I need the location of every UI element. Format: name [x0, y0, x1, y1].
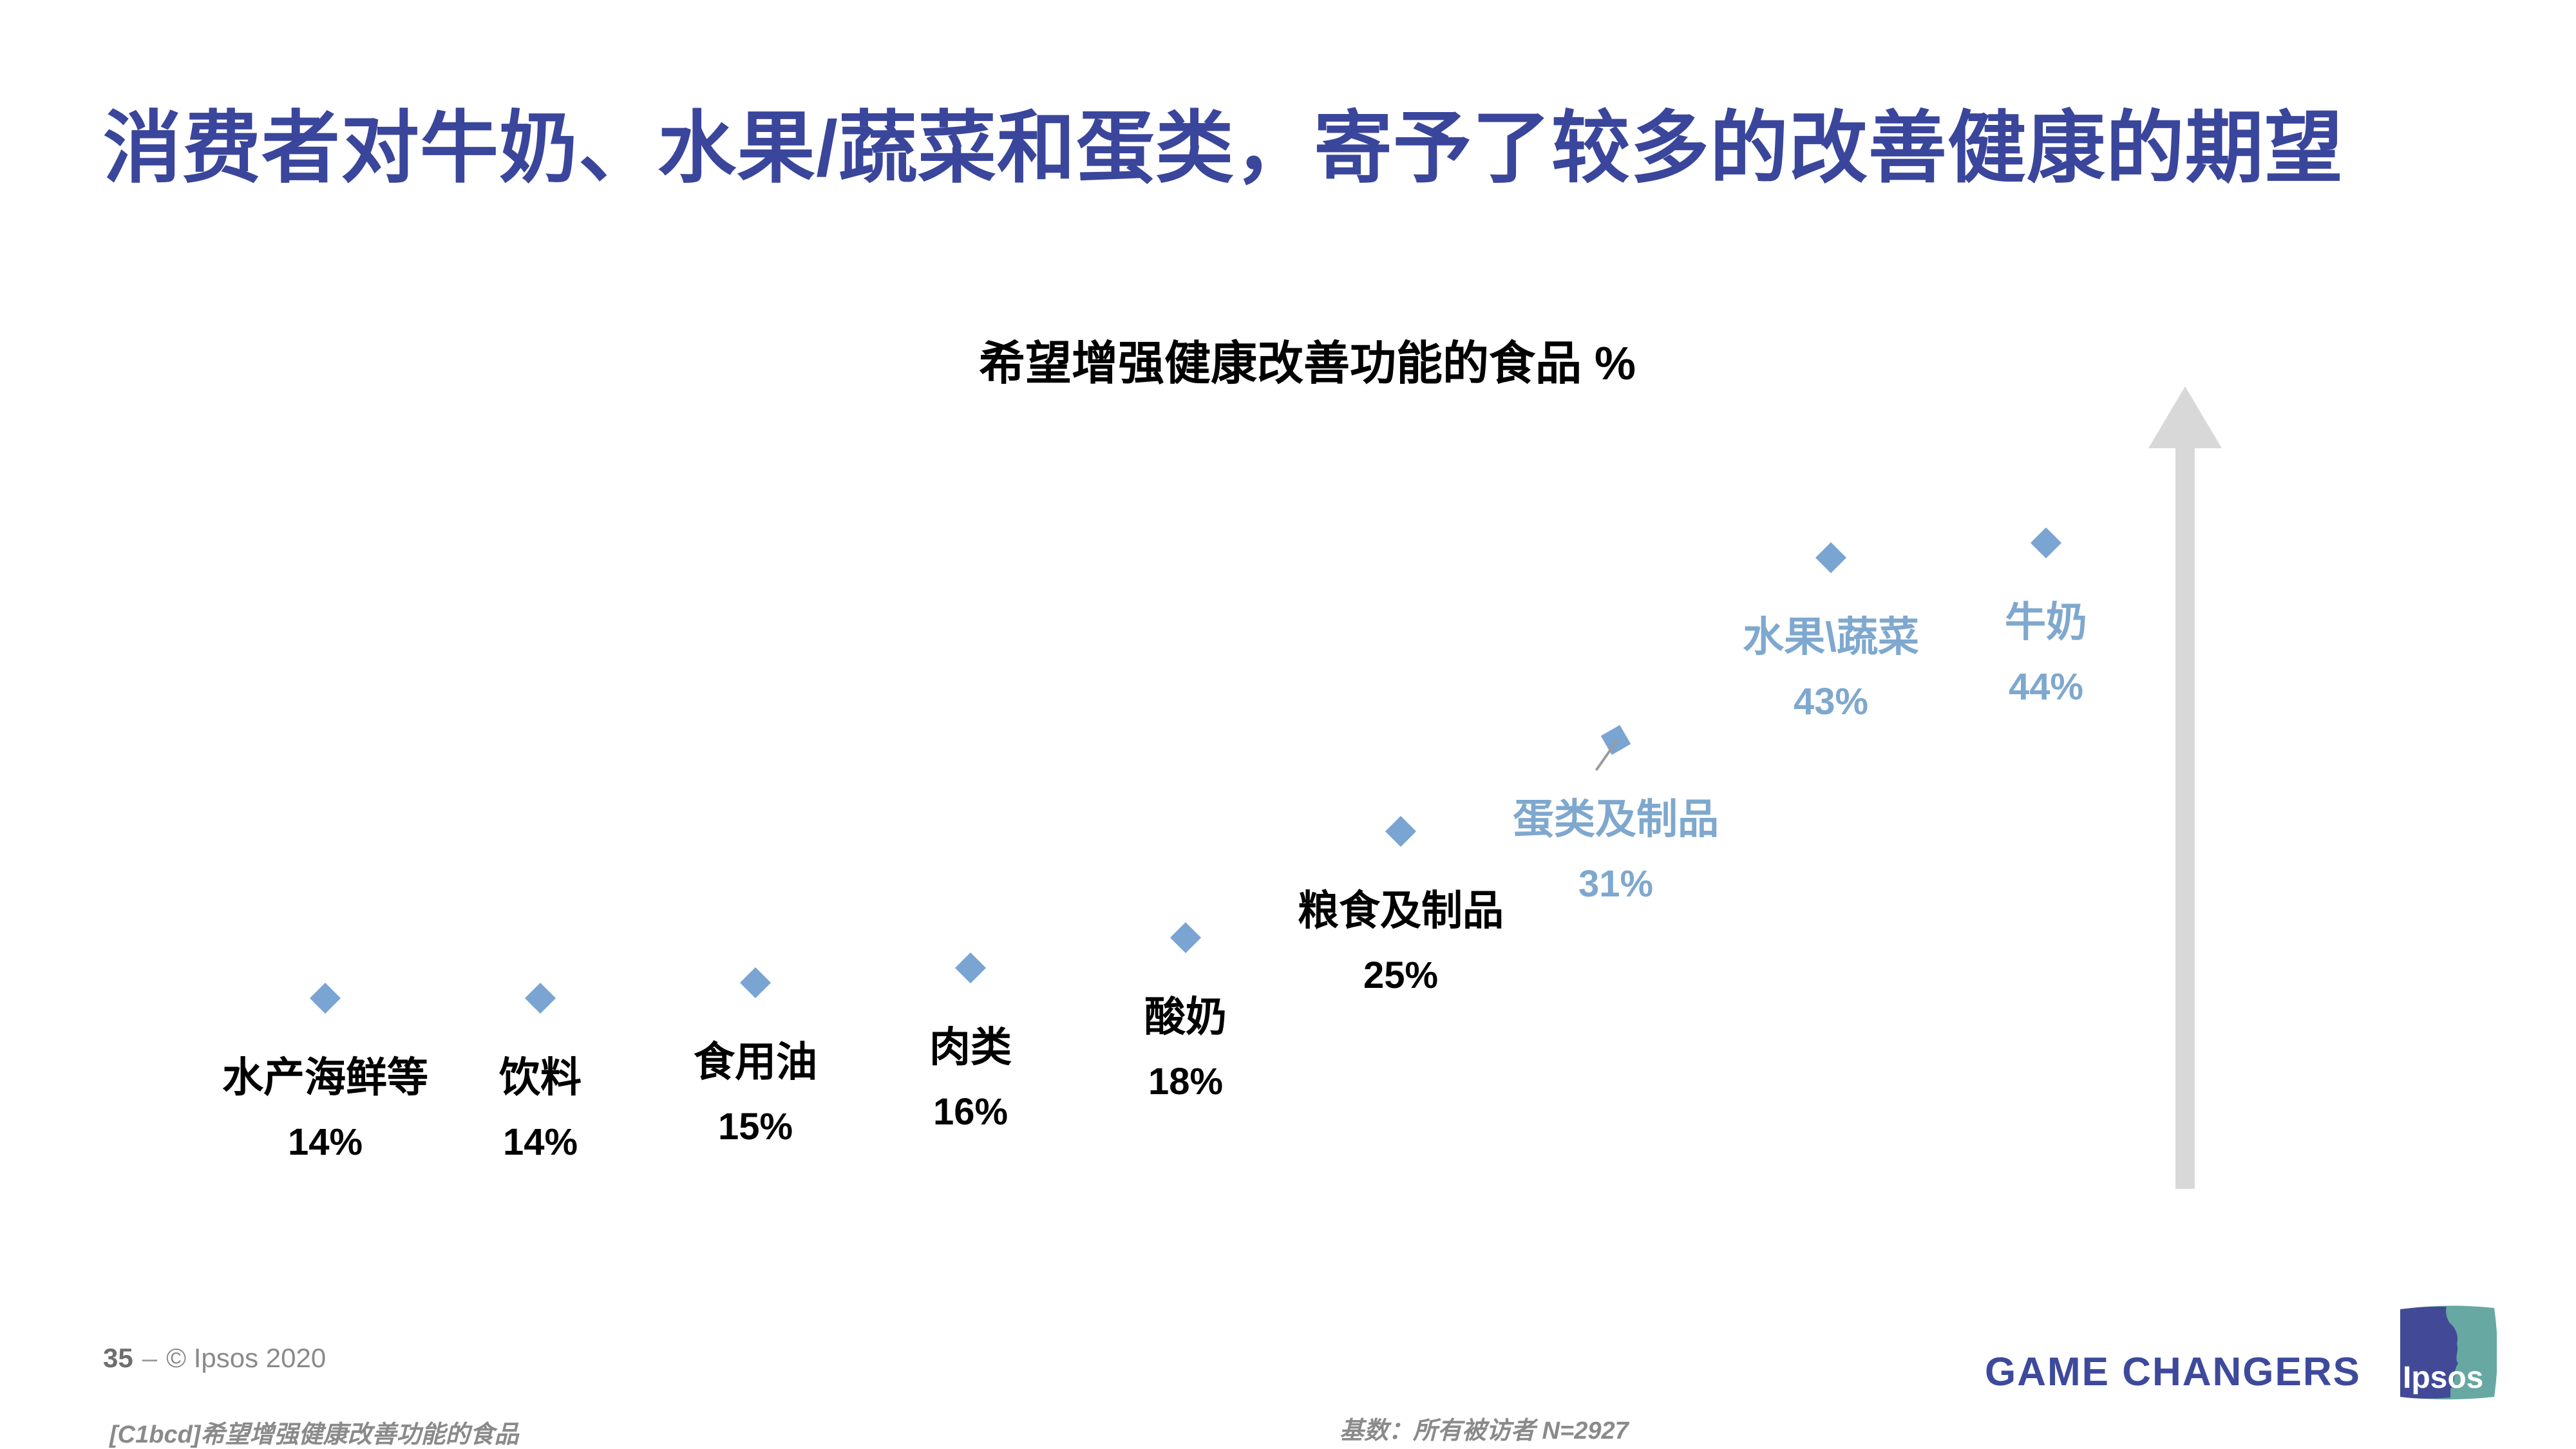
base-note: 基数：所有被访者 N=2927 — [1340, 1417, 1629, 1444]
data-point-label: 酸奶 — [1144, 994, 1227, 1040]
data-point-label: 食用油 — [694, 1039, 817, 1085]
data-point-label: 牛奶 — [2005, 599, 2087, 645]
data-point-marker — [2030, 527, 2062, 559]
data-point-value: 18% — [1148, 1061, 1224, 1103]
data-point-label: 水产海鲜等 — [222, 1054, 428, 1101]
data-point-value: 43% — [1793, 681, 1869, 723]
ipsos-logo: Ipsos — [2400, 1305, 2497, 1399]
data-point-marker — [1815, 542, 1847, 574]
data-point-value: 14% — [287, 1121, 363, 1163]
upward-trend-arrow-icon — [2148, 386, 2222, 1189]
data-point-value: 25% — [1363, 954, 1439, 996]
data-point-label: 肉类 — [929, 1024, 1012, 1070]
page-number: 35 — [103, 1343, 133, 1373]
data-point-marker — [309, 982, 341, 1014]
data-point-value: 15% — [717, 1106, 793, 1148]
data-point-value: 16% — [933, 1091, 1009, 1133]
data-point-label: 饮料 — [499, 1054, 582, 1101]
data-point-marker — [1170, 922, 1202, 954]
data-point-label: 水果\蔬菜 — [1743, 614, 1919, 660]
data-point-label: 蛋类及制品 — [1513, 796, 1719, 842]
data-point-marker — [954, 952, 987, 984]
logo-wordmark: Ipsos — [2403, 1361, 2483, 1395]
data-point-value: 44% — [2008, 666, 2084, 708]
data-point-value: 31% — [1578, 863, 1654, 905]
data-point-marker — [524, 982, 556, 1014]
slide-title: 消费者对牛奶、水果/蔬菜和蛋类，寄予了较多的改善健康的期望 — [103, 104, 2344, 192]
source-note: [C1bcd]希望增强健康改善功能的食品 — [109, 1421, 519, 1448]
brand-tagline: GAME CHANGERS — [1984, 1350, 2361, 1394]
chart-title: 希望增强健康改善功能的食品 % — [978, 338, 1636, 390]
logo-tree-icon — [2418, 1319, 2458, 1359]
data-point-marker — [1385, 815, 1417, 848]
data-point-value: 14% — [502, 1121, 578, 1163]
footer-page-line: 35 ‒ © Ipsos 2020 — [103, 1343, 326, 1374]
data-point-marker — [739, 967, 772, 999]
copyright-text: © Ipsos 2020 — [166, 1343, 327, 1373]
data-point-label: 粮食及制品 — [1298, 887, 1504, 934]
page-separator: ‒ — [142, 1343, 158, 1373]
